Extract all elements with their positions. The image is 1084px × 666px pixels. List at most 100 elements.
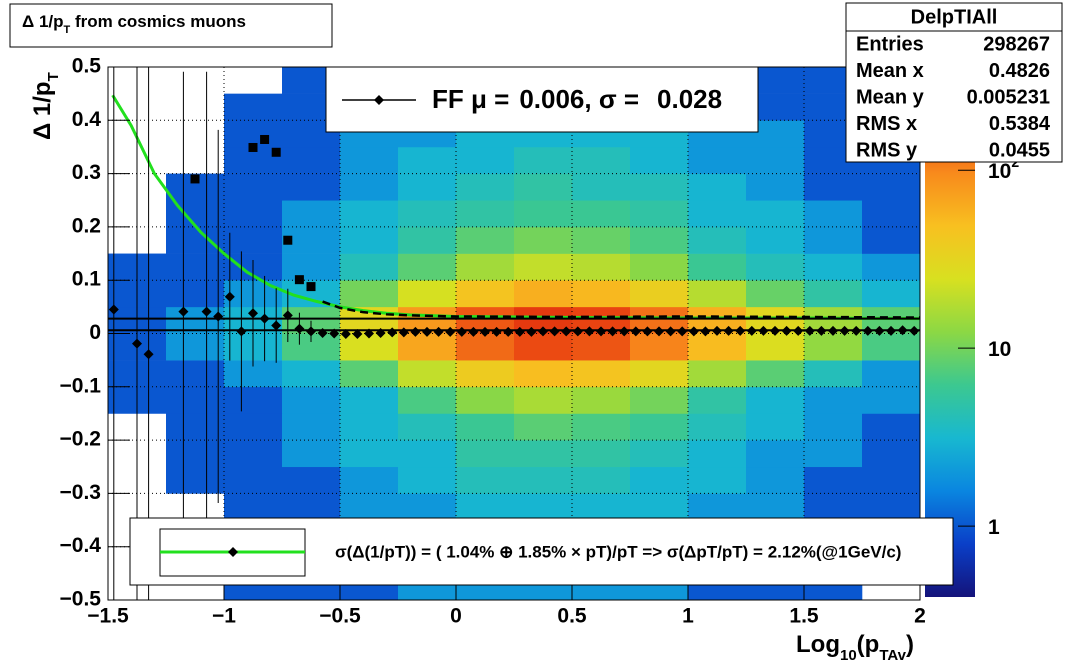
heat-cell (514, 333, 573, 361)
heat-cell (630, 200, 689, 228)
heat-cell (224, 200, 283, 228)
heat-cell (688, 200, 747, 228)
y-tick-label: 0.4 (72, 108, 102, 131)
heat-cell (398, 146, 457, 174)
heat-cell (166, 200, 225, 228)
heat-cell (224, 226, 283, 254)
stats-label: RMS y (856, 139, 918, 161)
heat-cell (572, 333, 631, 361)
heat-cell (804, 413, 863, 441)
heat-cell (804, 440, 863, 468)
heat-cell (572, 440, 631, 468)
heat-cell (224, 493, 283, 521)
heat-cell (166, 280, 225, 308)
heat-cell (398, 200, 457, 228)
mean-point (294, 323, 305, 334)
heat-cell (688, 146, 747, 174)
mean-point (526, 326, 537, 337)
mean-point (561, 326, 572, 337)
heat-cell (862, 173, 920, 201)
stats-value: 0.005231 (967, 86, 1050, 108)
heat-cell (514, 253, 573, 281)
x-tick-label: 1.5 (789, 605, 819, 628)
x-tick-label: 0 (450, 605, 462, 628)
heat-cell (456, 173, 515, 201)
mean-point (132, 338, 142, 349)
mean-point (538, 326, 548, 337)
x-tick-label: 2 (914, 605, 926, 628)
heat-cell (746, 440, 805, 468)
heat-cell (456, 360, 515, 388)
heat-cell (340, 386, 399, 414)
heat-cell (572, 173, 631, 201)
resolution-legend-text: σ(Δ(1/pT)) = ( 1.04% ⊕ 1.85% × pT)/pT =>… (335, 542, 901, 561)
y-tick-label: 0.3 (72, 161, 101, 184)
mean-point (178, 306, 189, 317)
heat-cell (282, 440, 341, 468)
mean-point (607, 326, 618, 337)
heat-cell (630, 386, 689, 414)
mean-point (236, 326, 247, 337)
heat-cell (630, 333, 689, 361)
heat-cell (514, 200, 573, 228)
mean-point (735, 325, 746, 336)
heat-cell (572, 200, 631, 228)
mean-point (851, 325, 862, 336)
stats-rows: Entries 298267 Mean x 0.4826 Mean y 0.005231 R… (856, 33, 1051, 161)
y-tick-label: 0.5 (72, 55, 102, 78)
heat-cell (398, 386, 457, 414)
heat-cell (398, 280, 457, 308)
heat-cell (804, 360, 863, 388)
sigma-point (248, 142, 258, 152)
mean-point (619, 326, 630, 337)
heat-cell (456, 146, 515, 174)
heat-cell (456, 226, 515, 254)
heat-cell (398, 466, 457, 494)
heat-cell (746, 146, 805, 174)
mean-point (480, 326, 490, 337)
heat-cell (862, 466, 920, 494)
mean-point (584, 326, 595, 337)
z-tick-label: 10 (988, 338, 1011, 361)
title-part: from cosmics muons (70, 12, 246, 31)
heat-cell (862, 413, 920, 441)
stats-label: Entries (856, 33, 924, 55)
mean-point (770, 325, 780, 336)
mean-point (317, 327, 328, 338)
y-tick-label: −0.2 (60, 428, 101, 451)
heat-cell (862, 200, 920, 228)
heat-cell (282, 493, 341, 521)
mean-point (340, 329, 351, 340)
legend-marker (374, 95, 384, 105)
heat-cell (688, 386, 747, 414)
mean-point (143, 349, 154, 360)
y-tick-label: −0.5 (60, 588, 102, 611)
mean-point (201, 306, 212, 317)
z-tick-base: 10 (988, 160, 1011, 183)
heat-cell (166, 466, 225, 494)
heat-cell (746, 333, 805, 361)
x-title-part: Log (796, 631, 840, 658)
heat-cell (340, 280, 399, 308)
heat-cell (398, 440, 457, 468)
heat-cell (224, 93, 283, 121)
heat-cell (746, 413, 805, 441)
heat-cell (688, 253, 747, 281)
mean-point (723, 325, 734, 336)
y-tick-label: −0.4 (60, 534, 102, 557)
x-title-part: ) (906, 631, 914, 658)
heat-cell (514, 226, 573, 254)
heat-cell (688, 413, 747, 441)
heat-cell (224, 386, 283, 414)
heat-cell (456, 386, 515, 414)
heat-cell (688, 493, 747, 521)
heat-cell (456, 333, 515, 361)
mean-point (549, 326, 560, 337)
y-tick-label: −0.3 (60, 481, 101, 504)
mean-point (642, 326, 653, 337)
mean-point (456, 326, 467, 337)
mean-point (700, 326, 711, 337)
y-title-subscript: T (45, 72, 62, 81)
heat-cell (282, 386, 341, 414)
title-part: Δ 1/p (22, 12, 64, 31)
